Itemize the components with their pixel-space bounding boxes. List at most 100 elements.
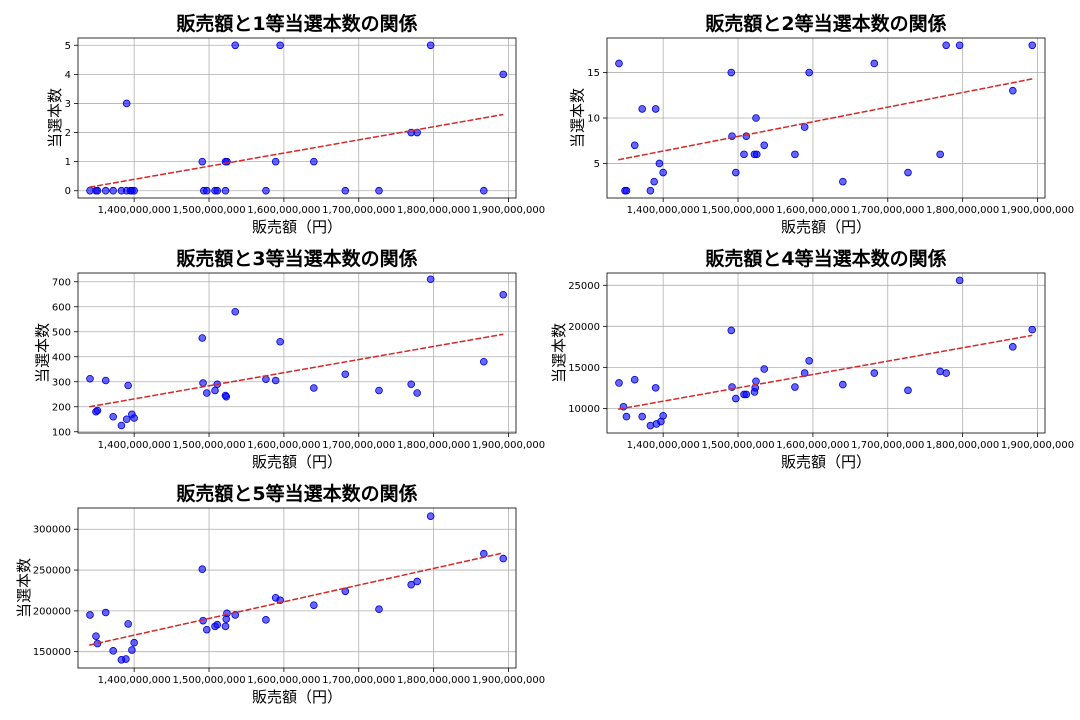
data-point [752, 150, 761, 159]
data-point [375, 386, 383, 395]
y-tick-label: 5 [594, 159, 600, 170]
chart-panel-3: 1,400,000,000 1,500,000,000 1,600,000,000 1… [33, 247, 545, 471]
data-point [198, 334, 207, 342]
y-tick-label: 400 [52, 352, 71, 363]
x-tick-label: 1,800,000,000 [926, 440, 999, 451]
data-point [124, 381, 132, 390]
x-tick-label: 1,500,000,000 [172, 675, 245, 686]
data-point [231, 41, 240, 50]
y-tick-label: 3 [65, 99, 71, 110]
data-point [109, 186, 117, 195]
data-point [904, 168, 912, 177]
y-tick-label: 10000 [568, 404, 600, 415]
data-point [262, 616, 270, 624]
x-axis-label: 販売額（円） [252, 688, 342, 706]
x-tick-label: 1,900,000,000 [472, 440, 545, 451]
data-point [86, 611, 94, 619]
x-tick-label: 1,900,000,000 [472, 205, 545, 216]
data-point [310, 601, 318, 609]
data-point [760, 141, 769, 150]
plot-frame [606, 272, 1046, 434]
x-tick-label: 1,700,000,000 [322, 205, 395, 216]
x-tick-label: 1,400,000,000 [627, 440, 700, 451]
data-point [499, 70, 508, 79]
y-axis-label: 当選本数 [569, 88, 587, 148]
y-axis-label: 当選本数 [15, 558, 33, 618]
y-tick-label: 100 [52, 427, 71, 438]
x-tick-label: 1,900,000,000 [472, 675, 545, 686]
x-tick-label: 1,500,000,000 [172, 440, 245, 451]
data-point [262, 186, 270, 195]
y-tick-label: 300000 [33, 525, 71, 536]
y-tick-label: 200 [52, 402, 71, 413]
data-point [124, 620, 132, 628]
data-point [630, 141, 639, 150]
data-point [222, 392, 231, 401]
data-point [480, 186, 488, 195]
data-point [650, 177, 658, 186]
chart-title: 販売額と5等当選本数の関係 [176, 482, 417, 505]
x-axis-label: 販売額（円） [781, 218, 871, 236]
data-point [213, 620, 222, 629]
data-point [800, 123, 809, 131]
chart-panel-5: 1,400,000,000 1,500,000,000 1,600,000,000 1… [15, 482, 545, 706]
data-point [310, 384, 318, 392]
x-tick-label: 1,700,000,000 [851, 205, 924, 216]
y-tick-label: 700 [52, 277, 71, 288]
data-point [86, 374, 94, 383]
trend-line [89, 113, 504, 188]
x-tick-label: 1,900,000,000 [1001, 205, 1074, 216]
data-point [130, 414, 138, 422]
data-point [936, 150, 944, 159]
data-point [426, 41, 435, 50]
y-tick-label: 250000 [33, 566, 71, 577]
data-point [870, 59, 879, 68]
data-point [805, 356, 813, 365]
data-point [122, 99, 131, 108]
data-point [731, 394, 740, 403]
y-tick-label: 15 [587, 68, 600, 79]
data-point [211, 386, 219, 395]
data-point [638, 105, 646, 113]
data-point [413, 389, 421, 397]
data-point [839, 177, 847, 186]
data-point [202, 389, 211, 397]
data-point [198, 157, 207, 166]
data-point [101, 376, 110, 385]
data-point [651, 105, 660, 113]
data-point [375, 186, 383, 195]
data-point [117, 421, 126, 430]
x-tick-label: 1,800,000,000 [397, 675, 470, 686]
data-point [955, 276, 964, 285]
x-tick-label: 1,700,000,000 [322, 675, 395, 686]
y-tick-label: 150000 [33, 647, 71, 658]
data-point [1028, 41, 1037, 50]
data-point [199, 379, 207, 387]
data-point [622, 412, 631, 421]
data-point [659, 411, 667, 420]
data-point [742, 390, 751, 399]
chart-title: 販売額と3等当選本数の関係 [176, 247, 417, 270]
data-point [341, 370, 350, 379]
data-point [638, 412, 646, 421]
data-point [480, 549, 488, 558]
trend-line [89, 552, 504, 646]
data-point [426, 275, 435, 284]
data-point [727, 68, 736, 77]
trend-line [89, 333, 504, 408]
data-point [213, 186, 222, 195]
chart-panel-2: 1,400,000,000 1,500,000,000 1,600,000,000 1… [569, 12, 1074, 236]
data-point [499, 554, 508, 563]
data-point [130, 638, 138, 647]
x-axis-label: 販売額（円） [252, 218, 342, 236]
data-point [1009, 86, 1017, 95]
x-tick-label: 1,400,000,000 [627, 205, 700, 216]
data-point [615, 379, 623, 387]
data-point [407, 580, 415, 589]
y-axis-label: 当選本数 [550, 323, 568, 383]
x-tick-label: 1,800,000,000 [397, 440, 470, 451]
x-tick-label: 1,500,000,000 [701, 205, 774, 216]
data-point [122, 415, 131, 424]
data-point [839, 380, 847, 389]
y-tick-label: 600 [52, 302, 71, 313]
